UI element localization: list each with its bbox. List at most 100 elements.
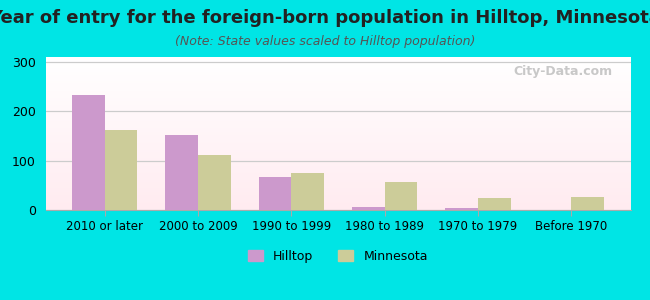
Bar xyxy=(46,69,630,70)
Bar xyxy=(46,209,630,210)
Bar xyxy=(46,209,630,210)
Bar xyxy=(46,184,630,185)
Bar xyxy=(46,132,630,133)
Bar xyxy=(46,208,630,209)
Bar xyxy=(46,83,630,84)
Bar xyxy=(46,208,630,209)
Bar xyxy=(46,162,630,163)
Bar xyxy=(46,106,630,107)
Bar xyxy=(46,209,630,210)
Bar xyxy=(46,208,630,209)
Bar xyxy=(46,142,630,143)
Bar xyxy=(46,208,630,209)
Text: City-Data.com: City-Data.com xyxy=(514,64,613,78)
Bar xyxy=(46,209,630,210)
Bar xyxy=(46,209,630,210)
Bar xyxy=(46,111,630,112)
Bar xyxy=(46,86,630,87)
Bar xyxy=(46,107,630,108)
Bar xyxy=(46,209,630,210)
Bar xyxy=(46,209,630,210)
Bar xyxy=(46,208,630,209)
Bar xyxy=(46,209,630,210)
Bar xyxy=(46,208,630,209)
Bar xyxy=(46,98,630,99)
Bar xyxy=(46,209,630,210)
Bar xyxy=(46,209,630,210)
Bar xyxy=(46,88,630,89)
Bar xyxy=(46,96,630,97)
Bar xyxy=(46,87,630,88)
Bar xyxy=(46,209,630,210)
Bar xyxy=(46,179,630,180)
Bar xyxy=(46,209,630,210)
Bar xyxy=(46,146,630,147)
Bar xyxy=(46,158,630,159)
Bar xyxy=(46,183,630,184)
Bar xyxy=(46,209,630,210)
Bar xyxy=(46,145,630,146)
Bar xyxy=(46,209,630,210)
Bar xyxy=(46,209,630,210)
Bar xyxy=(46,209,630,210)
Bar xyxy=(46,208,630,209)
Bar xyxy=(165,135,198,210)
Bar xyxy=(46,174,630,175)
Bar xyxy=(46,209,630,210)
Bar xyxy=(46,58,630,59)
Bar xyxy=(46,198,630,199)
Bar xyxy=(46,185,630,186)
Bar xyxy=(46,102,630,103)
Bar xyxy=(46,209,630,210)
Bar xyxy=(46,81,630,82)
Bar xyxy=(46,209,630,210)
Bar xyxy=(46,209,630,210)
Bar xyxy=(46,164,630,165)
Bar xyxy=(46,209,630,210)
Bar xyxy=(46,209,630,210)
Bar xyxy=(46,209,630,210)
Bar xyxy=(46,129,630,130)
Bar xyxy=(259,177,291,210)
Bar xyxy=(46,128,630,129)
Bar xyxy=(46,208,630,209)
Bar xyxy=(46,191,630,192)
Bar xyxy=(46,170,630,171)
Bar xyxy=(46,188,630,189)
Bar xyxy=(46,160,630,161)
Bar xyxy=(46,209,630,210)
Bar xyxy=(105,130,137,210)
Bar xyxy=(46,209,630,210)
Bar xyxy=(46,153,630,154)
Bar xyxy=(46,189,630,190)
Bar xyxy=(46,208,630,209)
Bar xyxy=(46,208,630,209)
Bar xyxy=(478,198,511,210)
Bar xyxy=(46,137,630,138)
Bar xyxy=(46,97,630,98)
Bar xyxy=(352,206,385,210)
Bar xyxy=(46,209,630,210)
Bar xyxy=(46,209,630,210)
Bar xyxy=(46,140,630,141)
Legend: Hilltop, Minnesota: Hilltop, Minnesota xyxy=(243,245,433,268)
Bar xyxy=(46,147,630,148)
Bar xyxy=(46,209,630,210)
Bar xyxy=(46,116,630,117)
Bar xyxy=(46,209,630,210)
Bar xyxy=(46,209,630,210)
Bar xyxy=(46,203,630,204)
Bar xyxy=(46,208,630,209)
Bar xyxy=(46,182,630,183)
Bar xyxy=(46,209,630,210)
Bar xyxy=(46,60,630,61)
Bar xyxy=(46,209,630,210)
Bar xyxy=(46,208,630,209)
Bar xyxy=(46,90,630,91)
Bar xyxy=(46,209,630,210)
Bar xyxy=(46,208,630,209)
Bar xyxy=(46,209,630,210)
Bar xyxy=(46,200,630,201)
Bar xyxy=(46,192,630,193)
Bar xyxy=(46,118,630,119)
